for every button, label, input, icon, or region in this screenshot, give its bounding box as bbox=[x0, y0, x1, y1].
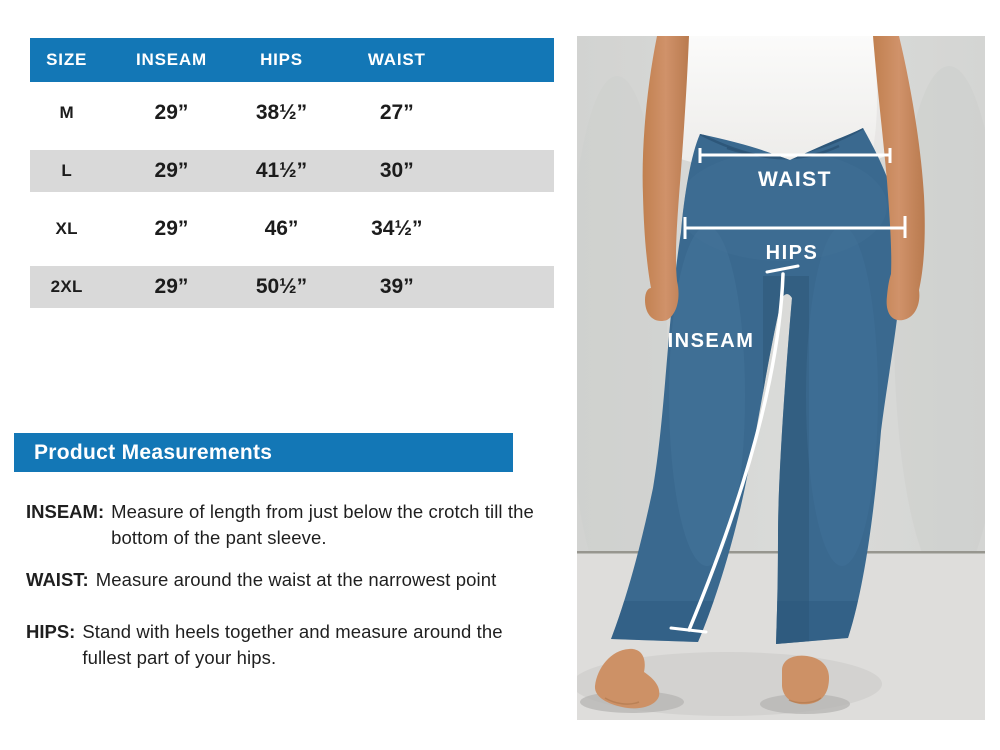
size-cell: 2XL bbox=[50, 277, 83, 296]
size-cell: M bbox=[59, 103, 74, 122]
model-figure bbox=[580, 36, 925, 714]
size-cell: XL bbox=[55, 219, 78, 238]
inseam-measure-line: INSEAM bbox=[668, 264, 800, 634]
size-row-2xl: 2XL 29” 50½” 39” bbox=[30, 266, 554, 308]
column-header-hips: HIPS bbox=[260, 50, 303, 69]
column-header-waist: WAIST bbox=[367, 50, 426, 69]
hips-cell: 38½” bbox=[255, 101, 308, 124]
measurement-definitions: INSEAM: Measure of length from just belo… bbox=[26, 499, 571, 687]
hips-cell: 41½” bbox=[255, 159, 308, 182]
inseam-cell: 29” bbox=[154, 275, 189, 298]
column-header-inseam: INSEAM bbox=[136, 50, 207, 69]
waist-cell: 39” bbox=[379, 275, 414, 298]
inseam-cell: 29” bbox=[154, 217, 189, 240]
waist-cell: 34½” bbox=[371, 217, 423, 240]
definition-term: HIPS: bbox=[26, 621, 76, 642]
size-table-header: SIZE INSEAM HIPS WAIST bbox=[30, 38, 554, 82]
right-foot bbox=[782, 655, 829, 705]
definition-waist: WAIST: Measure around the waist at the n… bbox=[26, 567, 571, 593]
hips-label: HIPS bbox=[766, 242, 819, 264]
definition-hips: HIPS: Stand with heels together and meas… bbox=[26, 619, 571, 671]
product-measurements-banner: Product Measurements bbox=[14, 433, 513, 472]
right-arm bbox=[873, 36, 925, 321]
waist-measure-line: WAIST bbox=[698, 148, 892, 191]
hips-cell: 50½” bbox=[255, 275, 308, 298]
definition-text: Measure around the waist at the narrowes… bbox=[95, 569, 497, 590]
hips-cell: 46” bbox=[264, 217, 299, 240]
waist-cell: 30” bbox=[379, 159, 414, 182]
waist-cell: 27” bbox=[379, 101, 414, 124]
waist-label: WAIST bbox=[758, 168, 832, 191]
definition-term: INSEAM: bbox=[26, 501, 105, 522]
definition-term: WAIST: bbox=[26, 569, 89, 590]
inseam-label: INSEAM bbox=[668, 330, 755, 352]
size-row-xl: XL 29” 46” 34½” bbox=[30, 208, 554, 250]
left-arm bbox=[642, 36, 689, 322]
section-title: Product Measurements bbox=[34, 440, 273, 464]
definition-text: Measure of length from just below the cr… bbox=[111, 501, 534, 548]
tank-top bbox=[674, 36, 891, 171]
inseam-cell: 29” bbox=[154, 101, 189, 124]
size-row-l: L 29” 41½” 30” bbox=[30, 150, 554, 192]
size-table: SIZE INSEAM HIPS WAIST M 29” 38½” 27” L … bbox=[30, 38, 554, 308]
left-foot bbox=[594, 648, 660, 709]
definition-text: Stand with heels together and measure ar… bbox=[82, 621, 503, 668]
inseam-cell: 29” bbox=[154, 159, 189, 182]
column-header-size: SIZE bbox=[46, 50, 88, 69]
model-photo: WAIST HIPS INSEAM bbox=[577, 36, 985, 720]
hips-measure-line: HIPS bbox=[683, 216, 907, 264]
size-row-m: M 29” 38½” 27” bbox=[30, 92, 554, 134]
definition-inseam: INSEAM: Measure of length from just belo… bbox=[26, 499, 571, 551]
size-cell: L bbox=[61, 161, 73, 180]
